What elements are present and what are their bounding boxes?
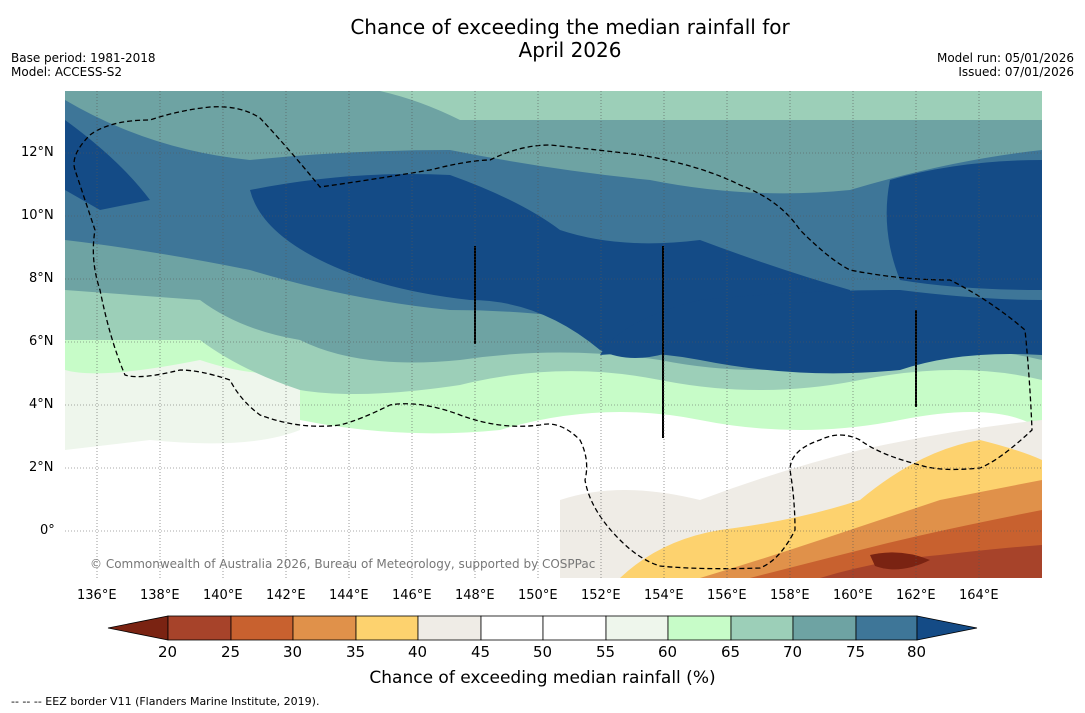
y-tick-10n: 10°N [21, 208, 54, 223]
map-field [65, 91, 1042, 578]
cb-label-30: 30 [283, 643, 303, 661]
meta-right: Model run: 05/01/2026 Issued: 07/01/2026 [937, 51, 1074, 79]
issued-date: Issued: 07/01/2026 [958, 65, 1074, 79]
cb-label-60: 60 [658, 643, 678, 661]
x-tick-148: 148°E [455, 588, 495, 603]
x-tick-160: 160°E [833, 588, 873, 603]
model-run: Model run: 05/01/2026 [936, 51, 1074, 65]
x-tick-144: 144°E [329, 588, 369, 603]
colorbar-title: Chance of exceeding median rainfall (%) [369, 668, 716, 688]
x-tick-136: 136°E [77, 588, 117, 603]
x-tick-138: 138°E [140, 588, 180, 603]
y-tick-2n: 2°N [29, 460, 54, 475]
y-tick-8n: 8°N [29, 271, 54, 286]
cb-label-35: 35 [346, 643, 366, 661]
colorbar-over-arrow [916, 615, 978, 641]
x-tick-142: 142°E [266, 588, 306, 603]
copyright-notice: © Commonwealth of Australia 2026, Bureau… [90, 557, 596, 571]
colorbar-under-arrow [107, 615, 169, 641]
x-tick-140: 140°E [203, 588, 243, 603]
cb-label-75: 75 [846, 643, 866, 661]
cb-label-45: 45 [471, 643, 491, 661]
meta-left: Base period: 1981-2018 Model: ACCESS-S2 [11, 51, 156, 79]
cb-label-25: 25 [221, 643, 241, 661]
cb-label-20: 20 [158, 643, 178, 661]
x-tick-162: 162°E [896, 588, 936, 603]
model-name: Model: ACCESS-S2 [11, 65, 123, 79]
map-title-line1: Chance of exceeding the median rainfall … [350, 15, 790, 39]
x-tick-164: 164°E [959, 588, 999, 603]
y-tick-12n: 12°N [21, 145, 54, 160]
y-tick-4n: 4°N [29, 397, 54, 412]
cb-label-80: 80 [907, 643, 927, 661]
colorbar [107, 615, 978, 641]
x-tick-156: 156°E [707, 588, 747, 603]
x-tick-154: 154°E [644, 588, 684, 603]
y-tick-6n: 6°N [29, 334, 54, 349]
base-period: Base period: 1981-2018 [11, 51, 156, 65]
cb-label-55: 55 [596, 643, 616, 661]
cb-label-40: 40 [408, 643, 428, 661]
x-tick-146: 146°E [392, 588, 432, 603]
footer-note: -- -- -- EEZ border V11 (Flanders Marine… [11, 695, 320, 708]
x-tick-158: 158°E [770, 588, 810, 603]
cb-label-65: 65 [721, 643, 741, 661]
grid-lines [65, 91, 1042, 578]
map-title-line2: April 2026 [518, 38, 622, 62]
cb-label-50: 50 [533, 643, 553, 661]
y-tick-0: 0° [40, 523, 55, 538]
x-tick-150: 150°E [518, 588, 558, 603]
cb-label-70: 70 [783, 643, 803, 661]
x-tick-152: 152°E [581, 588, 621, 603]
